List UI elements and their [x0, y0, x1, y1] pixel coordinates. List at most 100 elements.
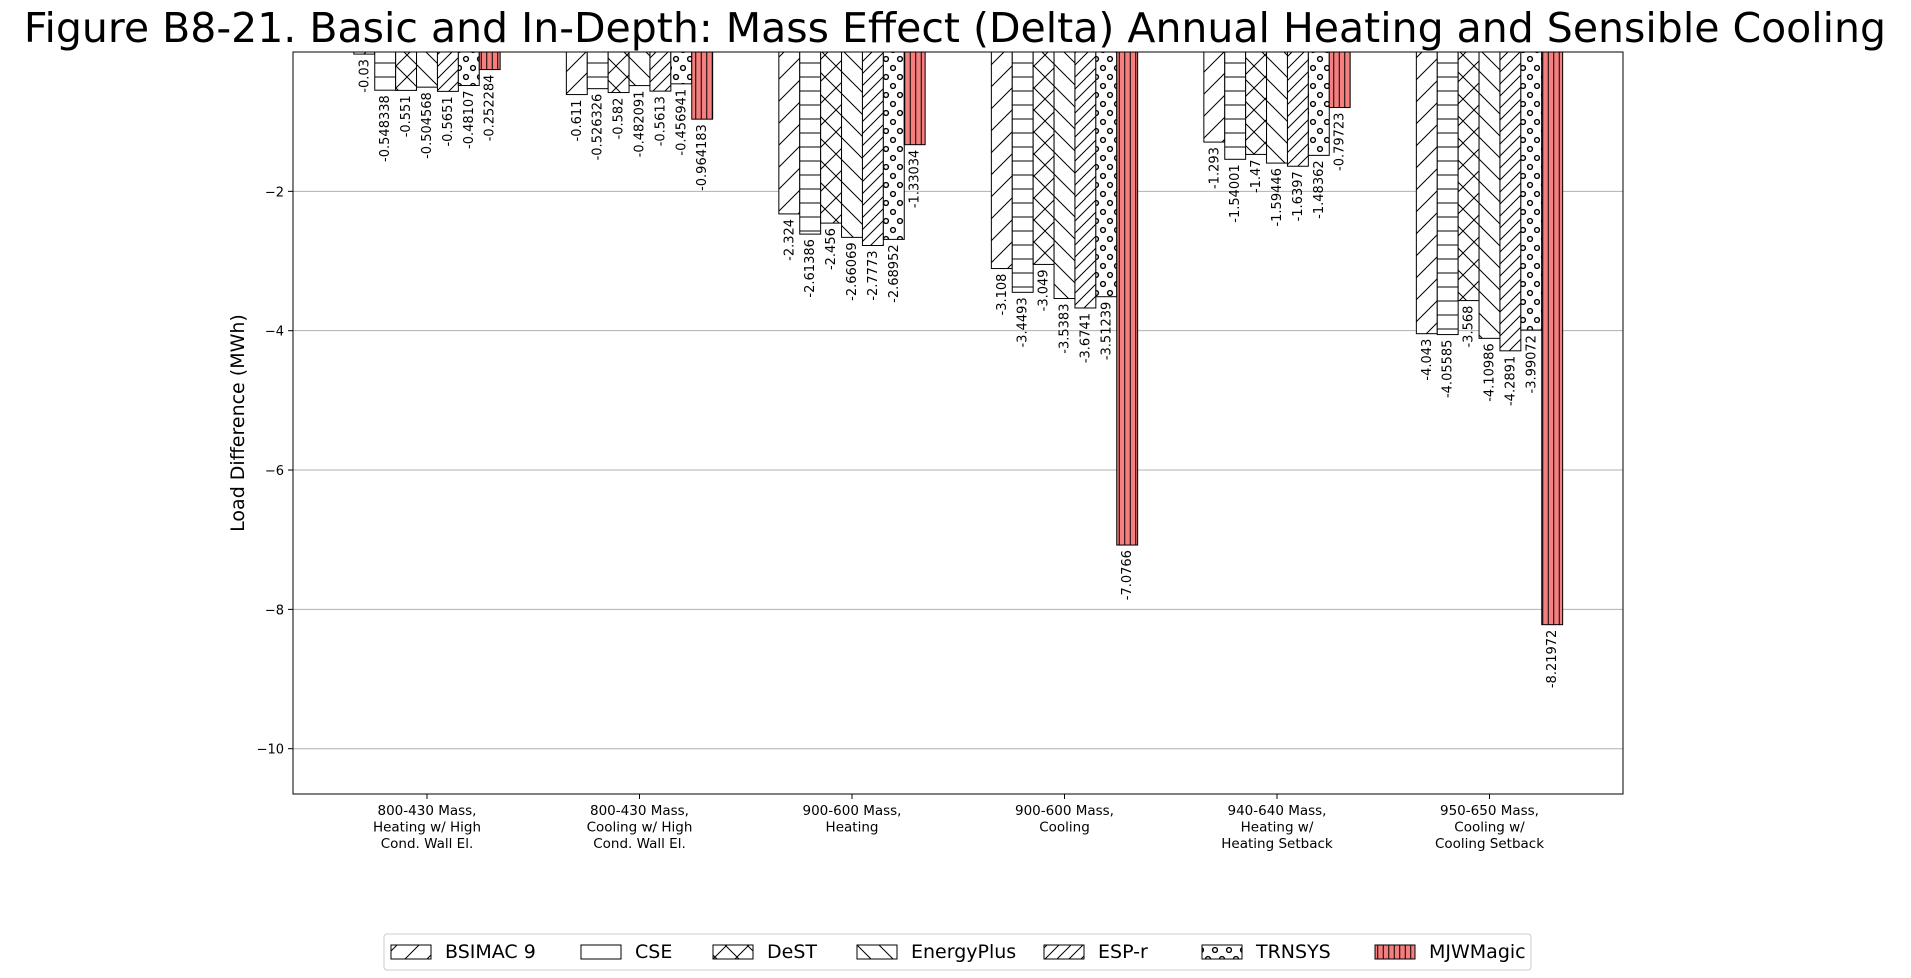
data-label: -0.456941 [674, 89, 689, 156]
data-label: -0.611 [570, 100, 585, 142]
bar-mjwmagic [478, 51, 501, 71]
bar-esp-r [1074, 51, 1097, 309]
x-category-label: 900-600 Mass, Heating [803, 803, 902, 836]
bar-esp-r [649, 51, 672, 92]
data-label: -1.47 [1249, 159, 1264, 193]
data-label: -2.68952 [887, 244, 902, 302]
x-axis: 800-430 Mass, Heating w/ High Cond. Wall E… [373, 794, 1544, 852]
data-label: -0.548338 [378, 95, 393, 162]
data-label: -1.48362 [1312, 160, 1327, 218]
bar-energyplus [628, 51, 651, 87]
bar-cse [586, 51, 609, 90]
legend-swatch [712, 944, 754, 960]
data-label: -0.48107 [462, 91, 477, 149]
bars-layer [353, 51, 1564, 626]
y-tick-label: −4 [265, 325, 284, 340]
data-label: -3.568 [1462, 306, 1477, 348]
data-label: -0.964183 [695, 124, 710, 191]
bar-mjwmagic [1328, 51, 1351, 109]
data-label: -1.6397 [1291, 171, 1306, 221]
legend-item-energyplus: EnergyPlus [856, 941, 1016, 963]
legend-item-mjwmagic: MJWMagic [1374, 941, 1526, 963]
data-label: -0.5651 [441, 96, 456, 146]
data-label: -0.79723 [1333, 113, 1348, 171]
bar-mjwmagic [691, 51, 714, 120]
legend-label: CSE [635, 941, 672, 963]
data-label: -3.6741 [1078, 313, 1093, 363]
bar-bsimac-9 [1415, 51, 1438, 335]
bar-trnsys [457, 51, 480, 87]
data-label: -3.049 [1037, 269, 1052, 311]
bar-esp-r [1499, 51, 1522, 352]
y-axis: −2 −4 −6 −8 −10 [257, 185, 293, 758]
legend-label: BSIMAC 9 [445, 941, 536, 963]
x-category-label: 950-650 Mass, Cooling w/Cooling Setback [1435, 803, 1544, 852]
bar-esp-r [861, 51, 884, 246]
data-label: -2.7773 [866, 250, 881, 300]
bar-mjwmagic [1541, 51, 1564, 626]
bar-trnsys [882, 51, 905, 240]
data-label: -4.10986 [1483, 343, 1498, 401]
bar-cse [374, 51, 397, 91]
legend-label: EnergyPlus [911, 941, 1016, 963]
data-label: -1.54001 [1228, 164, 1243, 222]
legend-item-cse: CSE [580, 941, 672, 963]
bar-dest [395, 51, 418, 91]
y-tick-label: −8 [265, 603, 284, 618]
legend: BSIMAC 9 CSE DeST EnergyPlus ESP-r TRNSYS MJWM… [383, 933, 1532, 971]
legend-item-dest: DeST [712, 941, 817, 963]
legend-item-bsimac-9: BSIMAC 9 [390, 941, 536, 963]
bar-dest [607, 51, 630, 94]
bar-trnsys [1307, 51, 1330, 156]
data-label: -3.51239 [1099, 302, 1114, 360]
legend-label: DeST [767, 941, 817, 963]
data-labels-layer: -0.03 -0.548338 -0.551 -0.504568 -0.5651 -0.4… [357, 59, 1560, 688]
data-label: -4.043 [1420, 339, 1435, 381]
x-category-label: 900-600 Mass, Cooling [1015, 803, 1114, 836]
bar-dest [820, 51, 843, 224]
bar-cse [1011, 51, 1034, 293]
x-category-label: 800-430 Mass, Heating w/ High Cond. Wall E… [373, 803, 481, 852]
bar-bsimac-9 [1203, 51, 1226, 143]
axes-frame [292, 51, 1624, 795]
bar-energyplus [841, 51, 863, 238]
data-label: -0.582 [612, 98, 627, 140]
legend-label: MJWMagic [1429, 941, 1526, 963]
bar-dest [1032, 51, 1055, 265]
bar-energyplus [1478, 51, 1501, 339]
y-tick-label: −6 [265, 464, 284, 479]
legend-item-trnsys: TRNSYS [1201, 941, 1331, 963]
legend-item-esp-r: ESP-r [1043, 941, 1148, 963]
data-label: -0.03 [357, 59, 372, 93]
data-label: -3.99072 [1524, 335, 1539, 393]
data-label: -0.482091 [633, 91, 648, 158]
bar-energyplus [416, 51, 438, 88]
bar-mjwmagic [1116, 51, 1139, 546]
bar-esp-r [436, 51, 459, 92]
x-category-label: 940-640 Mass, Heating w/Heating Setback [1221, 803, 1333, 852]
data-label: -1.293 [1207, 147, 1222, 189]
bar-mjwmagic [903, 51, 926, 146]
data-label: -0.526326 [591, 94, 606, 161]
legend-label: TRNSYS [1255, 941, 1331, 963]
data-label: -3.5383 [1058, 304, 1073, 354]
bar-cse [799, 51, 822, 235]
legend-frame [383, 933, 1532, 971]
y-tick-label: −2 [265, 185, 284, 200]
y-tick-label: −10 [257, 743, 284, 758]
y-axis-label: Load Difference (MWh) [227, 314, 249, 532]
data-label: -7.0766 [1120, 550, 1135, 600]
bar-dest [1245, 51, 1268, 155]
data-label: -0.504568 [420, 92, 435, 159]
data-label: -8.21972 [1545, 630, 1560, 688]
x-category-label: 800-430 Mass, Cooling w/ High Cond. Wall E… [587, 803, 693, 852]
bar-bsimac-9 [990, 51, 1013, 270]
legend-swatch [580, 944, 622, 960]
y-gridlines [293, 190, 1623, 750]
data-label: -3.4493 [1016, 297, 1031, 347]
bar-trnsys [1520, 51, 1543, 331]
legend-swatch [1374, 944, 1416, 960]
bar-trnsys [1095, 51, 1118, 298]
data-label: -1.33034 [908, 150, 923, 208]
